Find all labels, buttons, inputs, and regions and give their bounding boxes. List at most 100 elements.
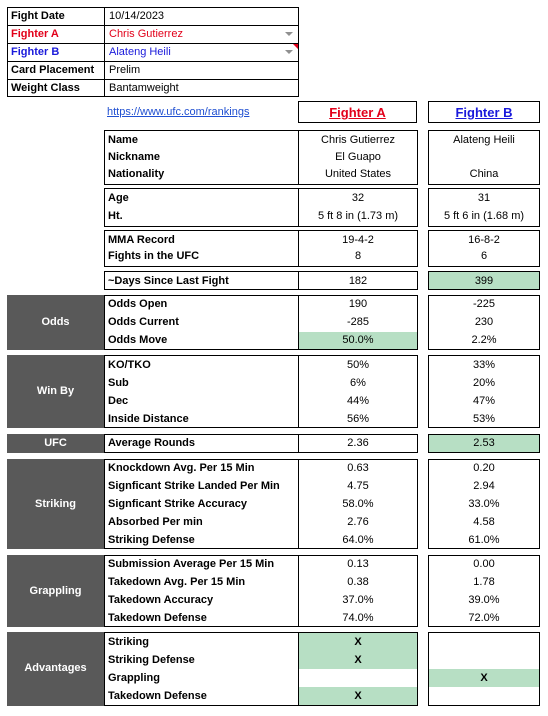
fight-date-value[interactable]: 10/14/2023 xyxy=(109,10,165,22)
adv-grappling-value-b: X xyxy=(480,672,488,684)
dec-value-a: 44% xyxy=(346,395,370,407)
fighter-a-column-header xyxy=(298,101,417,123)
takedown-avg-value-b: 1.78 xyxy=(473,576,495,588)
nationality-value-a: United States xyxy=(324,168,392,180)
odds-section-title: Odds xyxy=(41,316,70,328)
adv-grappling-label: Grappling xyxy=(108,672,160,684)
card-placement-value[interactable]: Prelim xyxy=(109,64,141,76)
fighter-b-dropdown-icon[interactable] xyxy=(285,50,293,54)
striking-section-header xyxy=(7,459,104,549)
name-value-b: Alateng Heili xyxy=(453,134,515,146)
age-value-b: 31 xyxy=(477,192,491,204)
knockdown-avg-label: Knockdown Avg. Per 15 Min xyxy=(108,462,255,474)
nationality-value-b: China xyxy=(469,168,499,180)
ko-tko-value-a: 50% xyxy=(346,359,370,371)
takedown-defense-value-a: 74.0% xyxy=(342,612,374,624)
sub-value-b: 20% xyxy=(472,377,496,389)
inside-distance-value-b: 53% xyxy=(472,413,496,425)
sub-value-a: 6% xyxy=(350,377,366,389)
adv-striking-defense-value-a: X xyxy=(354,654,362,666)
winby-section-title: Win By xyxy=(36,385,75,397)
odds-move-value-b: 2.2% xyxy=(471,334,497,346)
advantages-section-header xyxy=(7,632,104,706)
absorbed-per-min-value-a: 2.76 xyxy=(347,516,369,528)
average-rounds-value-a: 2.36 xyxy=(347,437,369,449)
name-label: Name xyxy=(108,134,138,146)
striking-defense-label: Striking Defense xyxy=(108,534,195,546)
grappling-section-title: Grappling xyxy=(29,585,82,597)
rankings-link[interactable]: https://www.ufc.com/rankings xyxy=(107,106,250,118)
fight-date-label: Fight Date xyxy=(11,10,65,22)
takedown-accuracy-value-b: 39.0% xyxy=(468,594,500,606)
fighter-a-dropdown-icon[interactable] xyxy=(285,32,293,36)
nickname-label: Nickname xyxy=(108,151,160,163)
odds-current-value-a: -285 xyxy=(346,316,370,328)
days-since-last-fight-value-a: 182 xyxy=(348,275,368,287)
fighter-a-select[interactable]: Chris Gutierrez xyxy=(109,28,183,40)
takedown-avg-value-a: 0.38 xyxy=(347,576,369,588)
ufc-fights-value-b: 6 xyxy=(480,250,488,262)
sig-strike-landed-value-a: 4.75 xyxy=(347,480,369,492)
header-table xyxy=(7,7,299,97)
grappling-section-header xyxy=(7,555,104,627)
weight-class-label: Weight Class xyxy=(11,82,80,94)
odds-open-value-a: 190 xyxy=(348,298,368,310)
mma-record-value-a: 19-4-2 xyxy=(342,234,374,246)
striking-section-title: Striking xyxy=(35,498,76,510)
days-since-last-fight-label: ~Days Since Last Fight xyxy=(108,275,229,287)
knockdown-avg-value-a: 0.63 xyxy=(347,462,369,474)
average-rounds-label: Average Rounds xyxy=(108,437,196,449)
adv-takedown-defense-label: Takedown Defense xyxy=(108,690,207,702)
mma-record-value-b: 16-8-2 xyxy=(468,234,500,246)
adv-striking-label: Striking xyxy=(108,636,149,648)
odds-current-label: Odds Current xyxy=(108,316,179,328)
fighter-a-column-title: Fighter A xyxy=(329,105,386,120)
mma-record-label: MMA Record xyxy=(108,234,175,246)
dec-label: Dec xyxy=(108,395,129,407)
sig-strike-accuracy-label: Signficant Strike Accuracy xyxy=(108,498,247,510)
age-value-a: 32 xyxy=(351,192,365,204)
sig-strike-accuracy-value-a: 58.0% xyxy=(342,498,374,510)
sig-strike-landed-label: Signficant Strike Landed Per Min xyxy=(108,480,280,492)
height-value-a: 5 ft 8 in (1.73 m) xyxy=(317,210,399,222)
fighter-b-column-header xyxy=(428,101,540,123)
odds-open-label: Odds Open xyxy=(108,298,168,310)
weight-class-value[interactable]: Bantamweight xyxy=(109,82,179,94)
ko-tko-label: KO/TKO xyxy=(108,359,151,371)
ufc-fights-value-a: 8 xyxy=(354,250,362,262)
inside-distance-label: Inside Distance xyxy=(108,413,189,425)
ufc-section-header xyxy=(7,434,104,453)
height-value-b: 5 ft 6 in (1.68 m) xyxy=(443,210,525,222)
average-rounds-value-b: 2.53 xyxy=(473,437,495,449)
sig-strike-landed-value-b: 2.94 xyxy=(473,480,495,492)
ufc-fights-label: Fights in the UFC xyxy=(108,250,200,262)
sig-strike-accuracy-value-b: 33.0% xyxy=(468,498,500,510)
odds-move-value-a: 50.0% xyxy=(342,334,374,346)
fighter-a-label: Fighter A xyxy=(11,28,59,40)
card-placement-label: Card Placement xyxy=(11,64,95,76)
odds-move-label: Odds Move xyxy=(108,334,168,346)
odds-open-value-b: -225 xyxy=(472,298,496,310)
days-since-last-fight-value-b: 399 xyxy=(474,275,494,287)
submission-avg-label: Submission Average Per 15 Min xyxy=(108,558,275,570)
winby-section-header xyxy=(7,355,104,428)
takedown-accuracy-label: Takedown Accuracy xyxy=(108,594,214,606)
fighter-b-column-title: Fighter B xyxy=(455,105,513,120)
name-value-a: Chris Gutierrez xyxy=(321,134,395,146)
dec-value-b: 47% xyxy=(472,395,496,407)
age-label: Age xyxy=(108,192,129,204)
striking-defense-value-b: 61.0% xyxy=(468,534,500,546)
striking-defense-value-a: 64.0% xyxy=(342,534,374,546)
nickname-value-a: El Guapo xyxy=(335,151,381,163)
ufc-section-title: UFC xyxy=(44,437,67,449)
adv-striking-defense-label: Striking Defense xyxy=(108,654,195,666)
takedown-defense-label: Takedown Defense xyxy=(108,612,207,624)
ko-tko-value-b: 33% xyxy=(472,359,496,371)
odds-current-value-b: 230 xyxy=(474,316,494,328)
sub-label: Sub xyxy=(108,377,129,389)
height-label: Ht. xyxy=(108,210,123,222)
takedown-accuracy-value-a: 37.0% xyxy=(342,594,374,606)
submission-avg-value-a: 0.13 xyxy=(347,558,369,570)
knockdown-avg-value-b: 0.20 xyxy=(473,462,495,474)
fighter-b-select[interactable]: Alateng Heili xyxy=(109,46,171,58)
